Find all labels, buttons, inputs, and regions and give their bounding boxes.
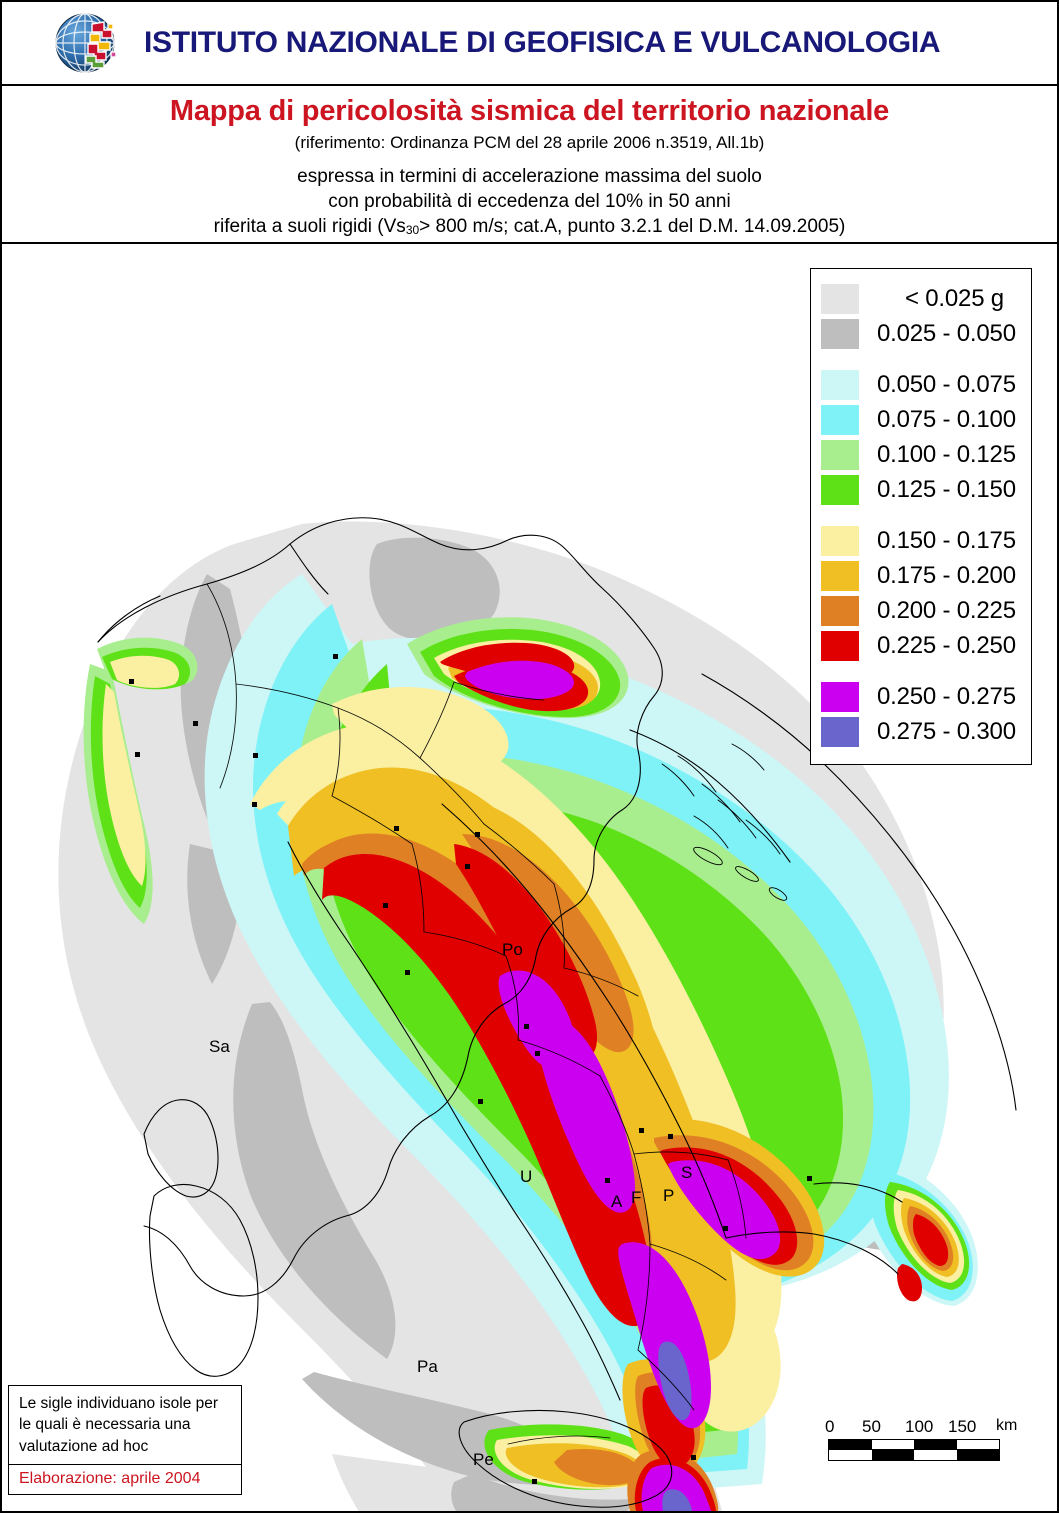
legend-color-swatch xyxy=(821,318,859,349)
page-title: Mappa di pericolosità sismica del territ… xyxy=(169,95,890,127)
legend-label: < 0.025 g xyxy=(905,284,1004,312)
island-label-ponza: Po xyxy=(502,940,523,959)
scale-unit: km xyxy=(996,1417,1018,1434)
legend-label: 0.175 - 0.200 xyxy=(877,561,1016,589)
legend-row: 0.100 - 0.125 xyxy=(821,437,1031,472)
legend-color-swatch xyxy=(821,369,859,400)
legend-color-swatch xyxy=(821,474,859,505)
title-reference: (riferimento: Ordinanza PCM del 28 april… xyxy=(294,132,765,152)
title-band: Mappa di pericolosità sismica del territ… xyxy=(2,86,1057,244)
legend-row: 0.200 - 0.225 xyxy=(821,593,1031,628)
legend-group-spacer xyxy=(821,663,1031,679)
legend-label: 0.100 - 0.125 xyxy=(877,440,1016,468)
legend-label: 0.225 - 0.250 xyxy=(877,631,1016,659)
note-elaboration: Elaborazione: aprile 2004 xyxy=(19,1470,201,1488)
scale-cell xyxy=(871,1450,914,1460)
legend-label: 0.200 - 0.225 xyxy=(877,596,1016,624)
scale-tick: 50 xyxy=(862,1417,881,1436)
legend-row: 0.275 - 0.300 xyxy=(821,714,1031,749)
scale-cell xyxy=(871,1440,914,1449)
legend-group-spacer xyxy=(821,351,1031,367)
legend-color-swatch xyxy=(821,439,859,470)
legend-color-swatch xyxy=(821,716,859,747)
note-box: Le sigle individuano isole per le quali … xyxy=(8,1385,242,1496)
title-line-1: espressa in termini di accelerazione mas… xyxy=(297,166,762,188)
city-markers xyxy=(129,654,812,1484)
legend-row: 0.175 - 0.200 xyxy=(821,558,1031,593)
org-title: ISTITUTO NAZIONALE DI GEOFISICA E VULCAN… xyxy=(144,26,941,59)
legend-color-swatch xyxy=(821,595,859,626)
scale-tick: 150 xyxy=(948,1417,977,1436)
island-label-alicudi: A xyxy=(611,1192,623,1211)
legend-label: 0.250 - 0.275 xyxy=(877,682,1016,710)
scale-tick: 100 xyxy=(905,1417,934,1436)
island-label-filicudi: F xyxy=(631,1188,642,1207)
island-label-ustica: U xyxy=(520,1167,533,1186)
scale-tick: 0 xyxy=(825,1417,835,1436)
legend-row: 0.050 - 0.075 xyxy=(821,367,1031,402)
title-line-2: con probabilità di eccedenza del 10% in … xyxy=(328,190,731,212)
legend-row: 0.225 - 0.250 xyxy=(821,628,1031,663)
island-label-sardegna: Sa xyxy=(209,1037,230,1056)
legend-group-spacer xyxy=(821,507,1031,523)
legend-label: 0.150 - 0.175 xyxy=(877,526,1016,554)
scale-cell xyxy=(829,1450,872,1460)
title-line-3-pre: riferita a suoli rigidi (Vs xyxy=(213,215,406,237)
legend-row: 0.125 - 0.150 xyxy=(821,472,1031,507)
scale-cell xyxy=(956,1440,999,1449)
island-label-pelagie: Pe xyxy=(473,1450,494,1469)
legend-color-swatch xyxy=(821,404,859,435)
hazard-contour-layer xyxy=(58,521,978,1511)
note-text: Le sigle individuano isole per le quali … xyxy=(9,1386,241,1466)
legend-label: 0.025 - 0.050 xyxy=(877,319,1016,347)
coastline-layer xyxy=(97,517,1017,1508)
legend-color-swatch xyxy=(821,630,859,661)
island-label-stromboli: S xyxy=(681,1163,693,1182)
scale-bar: 0 50 100 150 km xyxy=(825,1417,1028,1461)
legend-row: 0.075 - 0.100 xyxy=(821,402,1031,437)
legend-color-swatch xyxy=(821,525,859,556)
island-label-pantelleria: Pa xyxy=(417,1357,438,1376)
header-band: ISTITUTO NAZIONALE DI GEOFISICA E VULCAN… xyxy=(2,2,1057,86)
legend-row: 0.250 - 0.275 xyxy=(821,679,1031,714)
legend-label: 0.275 - 0.300 xyxy=(877,717,1016,745)
scale-cell xyxy=(914,1440,957,1449)
legend-row: 0.025 - 0.050 xyxy=(821,316,1031,351)
legend-row: < 0.025 g xyxy=(821,281,1031,316)
scale-strip-bottom xyxy=(828,1450,1000,1461)
legend-label: 0.125 - 0.150 xyxy=(877,475,1016,503)
hazard-legend: < 0.025 g 0.025 - 0.050 0.050 - 0.075 0.075… xyxy=(810,268,1032,765)
legend-color-swatch xyxy=(821,681,859,712)
legend-row: 0.150 - 0.175 xyxy=(821,523,1031,558)
legend-color-swatch xyxy=(821,283,859,314)
scale-cell xyxy=(956,1450,999,1460)
legend-color-swatch xyxy=(821,560,859,591)
legend-label: 0.050 - 0.075 xyxy=(877,370,1016,398)
scale-cell xyxy=(914,1450,957,1460)
legend-label: 0.075 - 0.100 xyxy=(877,405,1016,433)
scale-cell xyxy=(829,1440,872,1449)
title-line-3-post: > 800 m/s; cat.A, punto 3.2.1 del D.M. 1… xyxy=(419,215,846,237)
scale-tick-labels: 0 50 100 150 km xyxy=(825,1417,1028,1439)
scale-strip-top xyxy=(828,1439,1000,1450)
ingv-globe-logo-icon xyxy=(52,8,122,78)
island-label-panarea: P xyxy=(663,1186,675,1205)
title-line-3: riferita a suoli rigidi (Vs30> 800 m/s; … xyxy=(2,215,1057,240)
title-line-3-sub: 30 xyxy=(405,222,420,237)
